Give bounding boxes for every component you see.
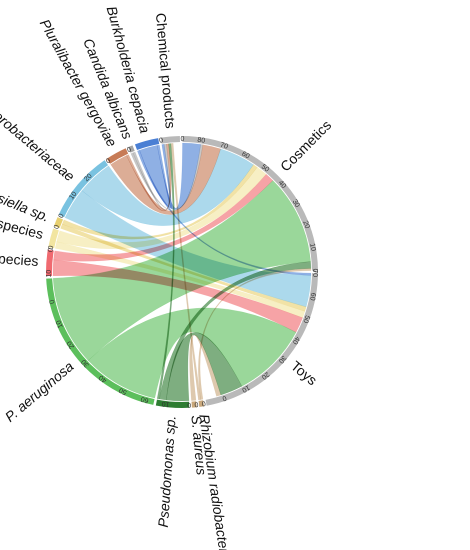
tick-label-cosmetics-7: 20 — [301, 220, 310, 230]
arc-s-aureus — [191, 401, 197, 408]
tick-label-cosmetics-5: 40 — [277, 179, 287, 190]
group-label-p-aeruginosa: P. aeruginosa — [2, 358, 77, 425]
ribbon-layer — [52, 142, 312, 402]
tick-label-candida-albicans-0: 0 — [126, 146, 132, 154]
tick-label-pseudomonas-sp-0: 0 — [187, 401, 191, 408]
arc-pluralibacter-gergoviae — [106, 148, 129, 164]
tick-label-cosmetics-4: 50 — [260, 163, 271, 173]
ribbon-toys-to-burkholderia-cepacia — [137, 149, 312, 276]
tick-label-cosmetics-8: 10 — [308, 243, 316, 252]
ribbon-toys-to-klebsiella-sp — [60, 223, 307, 312]
arc-enterobacteriaceae — [58, 160, 109, 218]
tick-label-chemical-products-0: 0 — [159, 137, 164, 145]
ribbon-toys-to-other-gram-pos-species — [52, 259, 303, 333]
group-label-toys: Toys — [288, 357, 320, 388]
tick-label-toys-6: 10 — [240, 383, 250, 393]
arc-klebsiella-sp — [54, 217, 64, 229]
tick-label-toys-2: 50 — [301, 314, 310, 324]
group-label-other-gram-pos-species: Other gram pos. species — [0, 243, 39, 269]
tick-label-toys-4: 30 — [277, 354, 287, 365]
tick-label-other-gram-neg-species-0: 0 — [48, 245, 56, 250]
arc-other-gram-neg-species — [48, 228, 59, 249]
ribbon-toys-to-s-aureus — [189, 334, 222, 401]
arc-toys — [205, 273, 318, 406]
group-label-enterobacteriaceae: Enterobacteriaceae — [0, 94, 78, 185]
tick-label-p-aeruginosa-1: 50 — [118, 386, 128, 396]
tick-label-cosmetics-2: 70 — [219, 142, 229, 151]
tick-label-cosmetics-3: 60 — [240, 151, 250, 161]
tick-label-other-gram-pos-species-0: 10 — [46, 270, 53, 278]
group-label-s-aureus: S. aureus — [188, 415, 209, 476]
tick-label-p-aeruginosa-4: 20 — [66, 339, 76, 349]
arc-rhizobium-radiobacter — [198, 400, 205, 407]
tick-label-p-aeruginosa-0: 60 — [140, 395, 150, 404]
arc-candida-albicans — [128, 145, 135, 153]
tick-label-toys-5: 20 — [260, 370, 271, 380]
group-label-chemical-products: Chemical products — [153, 12, 179, 129]
ribbon-toys-to-p-aeruginosa — [87, 307, 297, 399]
tick-label-enterobacteriaceae-1: 10 — [68, 191, 78, 201]
tick-label-toys-0: 70 — [311, 269, 318, 277]
tick-label-cosmetics-6: 30 — [291, 199, 301, 209]
arc-burkholderia-cepacia — [134, 138, 160, 151]
group-label-cosmetics: Cosmetics — [277, 117, 334, 175]
arc-layer — [45, 136, 318, 408]
tick-layer: 0 0 80706050403020100706050403020100000106… — [46, 136, 318, 408]
tick-label-cosmetics-9: 0 — [311, 269, 318, 273]
tick-label-s-aureus-0: 0 — [194, 400, 199, 407]
tick-label-p-aeruginosa-2: 40 — [98, 373, 109, 383]
tick-label-pluralibacter-gergoviae-0: 0 — [105, 157, 112, 165]
tick-label-toys-7: 0 — [221, 394, 227, 402]
tick-label-cosmetics-0: 0 — [181, 136, 185, 143]
group-label-pseudomonas-sp: Pseudomonas sp. — [155, 415, 179, 528]
arc-other-gram-pos-species — [45, 249, 54, 277]
tick-label-pseudomonas-sp-1: 10 — [161, 400, 170, 408]
tick-label-enterobacteriaceae-2: 20 — [83, 173, 94, 184]
tick-label-p-aeruginosa-6: 0 — [49, 299, 57, 304]
tick-label-p-aeruginosa-3: 30 — [80, 358, 91, 369]
tick-label-p-aeruginosa-5: 10 — [55, 319, 65, 329]
arc-pseudomonas-sp — [155, 399, 190, 408]
tick-label-rhizobium-radiobacter-0: 0 — [201, 399, 206, 407]
ribbon-chemical-products-to-rhizobium-radiobacter — [170, 143, 201, 401]
tick-label-klebsiella-sp-0: 0 — [53, 224, 61, 230]
arc-chemical-products — [160, 136, 180, 144]
tick-label-other-gram-pos-species-1: 0 — [47, 248, 55, 253]
tick-label-enterobacteriaceae-0: 0 — [58, 213, 66, 220]
tick-label-toys-1: 60 — [308, 292, 316, 301]
tick-label-toys-3: 40 — [291, 335, 301, 345]
arc-p-aeruginosa — [46, 278, 155, 405]
tick-label-cosmetics-1: 80 — [197, 137, 206, 145]
ribbon-chemical-products-to-pseudomonas-sp — [156, 143, 175, 400]
